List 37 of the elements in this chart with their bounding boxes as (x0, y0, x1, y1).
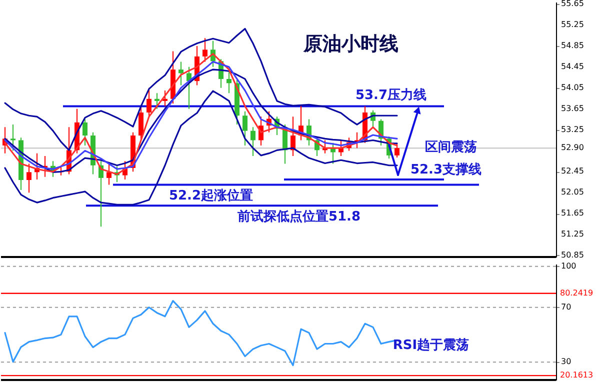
ref-line-label: 52.3支撑线 (410, 162, 482, 178)
ref-line-label: 前试探低点位置51.8 (236, 208, 361, 225)
y-tick-label: 54.05 (561, 82, 584, 92)
y-tick-label: 54.45 (561, 62, 584, 71)
y-tick-label: 100 (561, 261, 576, 270)
candlestick (10, 124, 16, 152)
candlestick (250, 126, 256, 156)
ref-line-label: 52.2起涨位置 (168, 188, 254, 204)
y-tick-label: 55.65 (561, 0, 584, 8)
candlestick (106, 163, 112, 186)
ref-line-label: 53.7压力线 (355, 88, 427, 104)
y-tick-label: 51.65 (561, 208, 584, 218)
candlestick (178, 61, 184, 86)
candlestick (394, 142, 400, 158)
y-tick-label: 52.90 (561, 143, 584, 152)
ref-line-label: 80.2419 (560, 288, 594, 298)
y-tick-label: 53.25 (561, 124, 584, 134)
candlestick (242, 110, 248, 146)
y-tick-label: 52.45 (561, 166, 584, 176)
ref-line-label: 20.1613 (560, 370, 594, 380)
y-tick-label: 50.85 (561, 250, 584, 260)
y-tick-label: 54.85 (561, 40, 584, 50)
y-tick-label: 30 (561, 357, 572, 366)
candlestick (138, 106, 144, 141)
y-tick-label: 70 (561, 302, 572, 312)
candlestick (26, 163, 32, 194)
y-tick-label: 55.25 (561, 20, 584, 30)
text: 区间震荡 (425, 139, 477, 155)
y-tick-label: 51.25 (561, 229, 584, 238)
text: 原油小时线 (302, 33, 398, 55)
candlestick (82, 118, 88, 146)
y-tick-label: 52.05 (561, 188, 584, 197)
y-tick-label: 53.65 (561, 104, 584, 113)
candlestick (226, 72, 232, 94)
candlestick (154, 92, 160, 110)
candlestick (202, 38, 208, 62)
annotation: RSI趋于震荡 (392, 337, 470, 353)
